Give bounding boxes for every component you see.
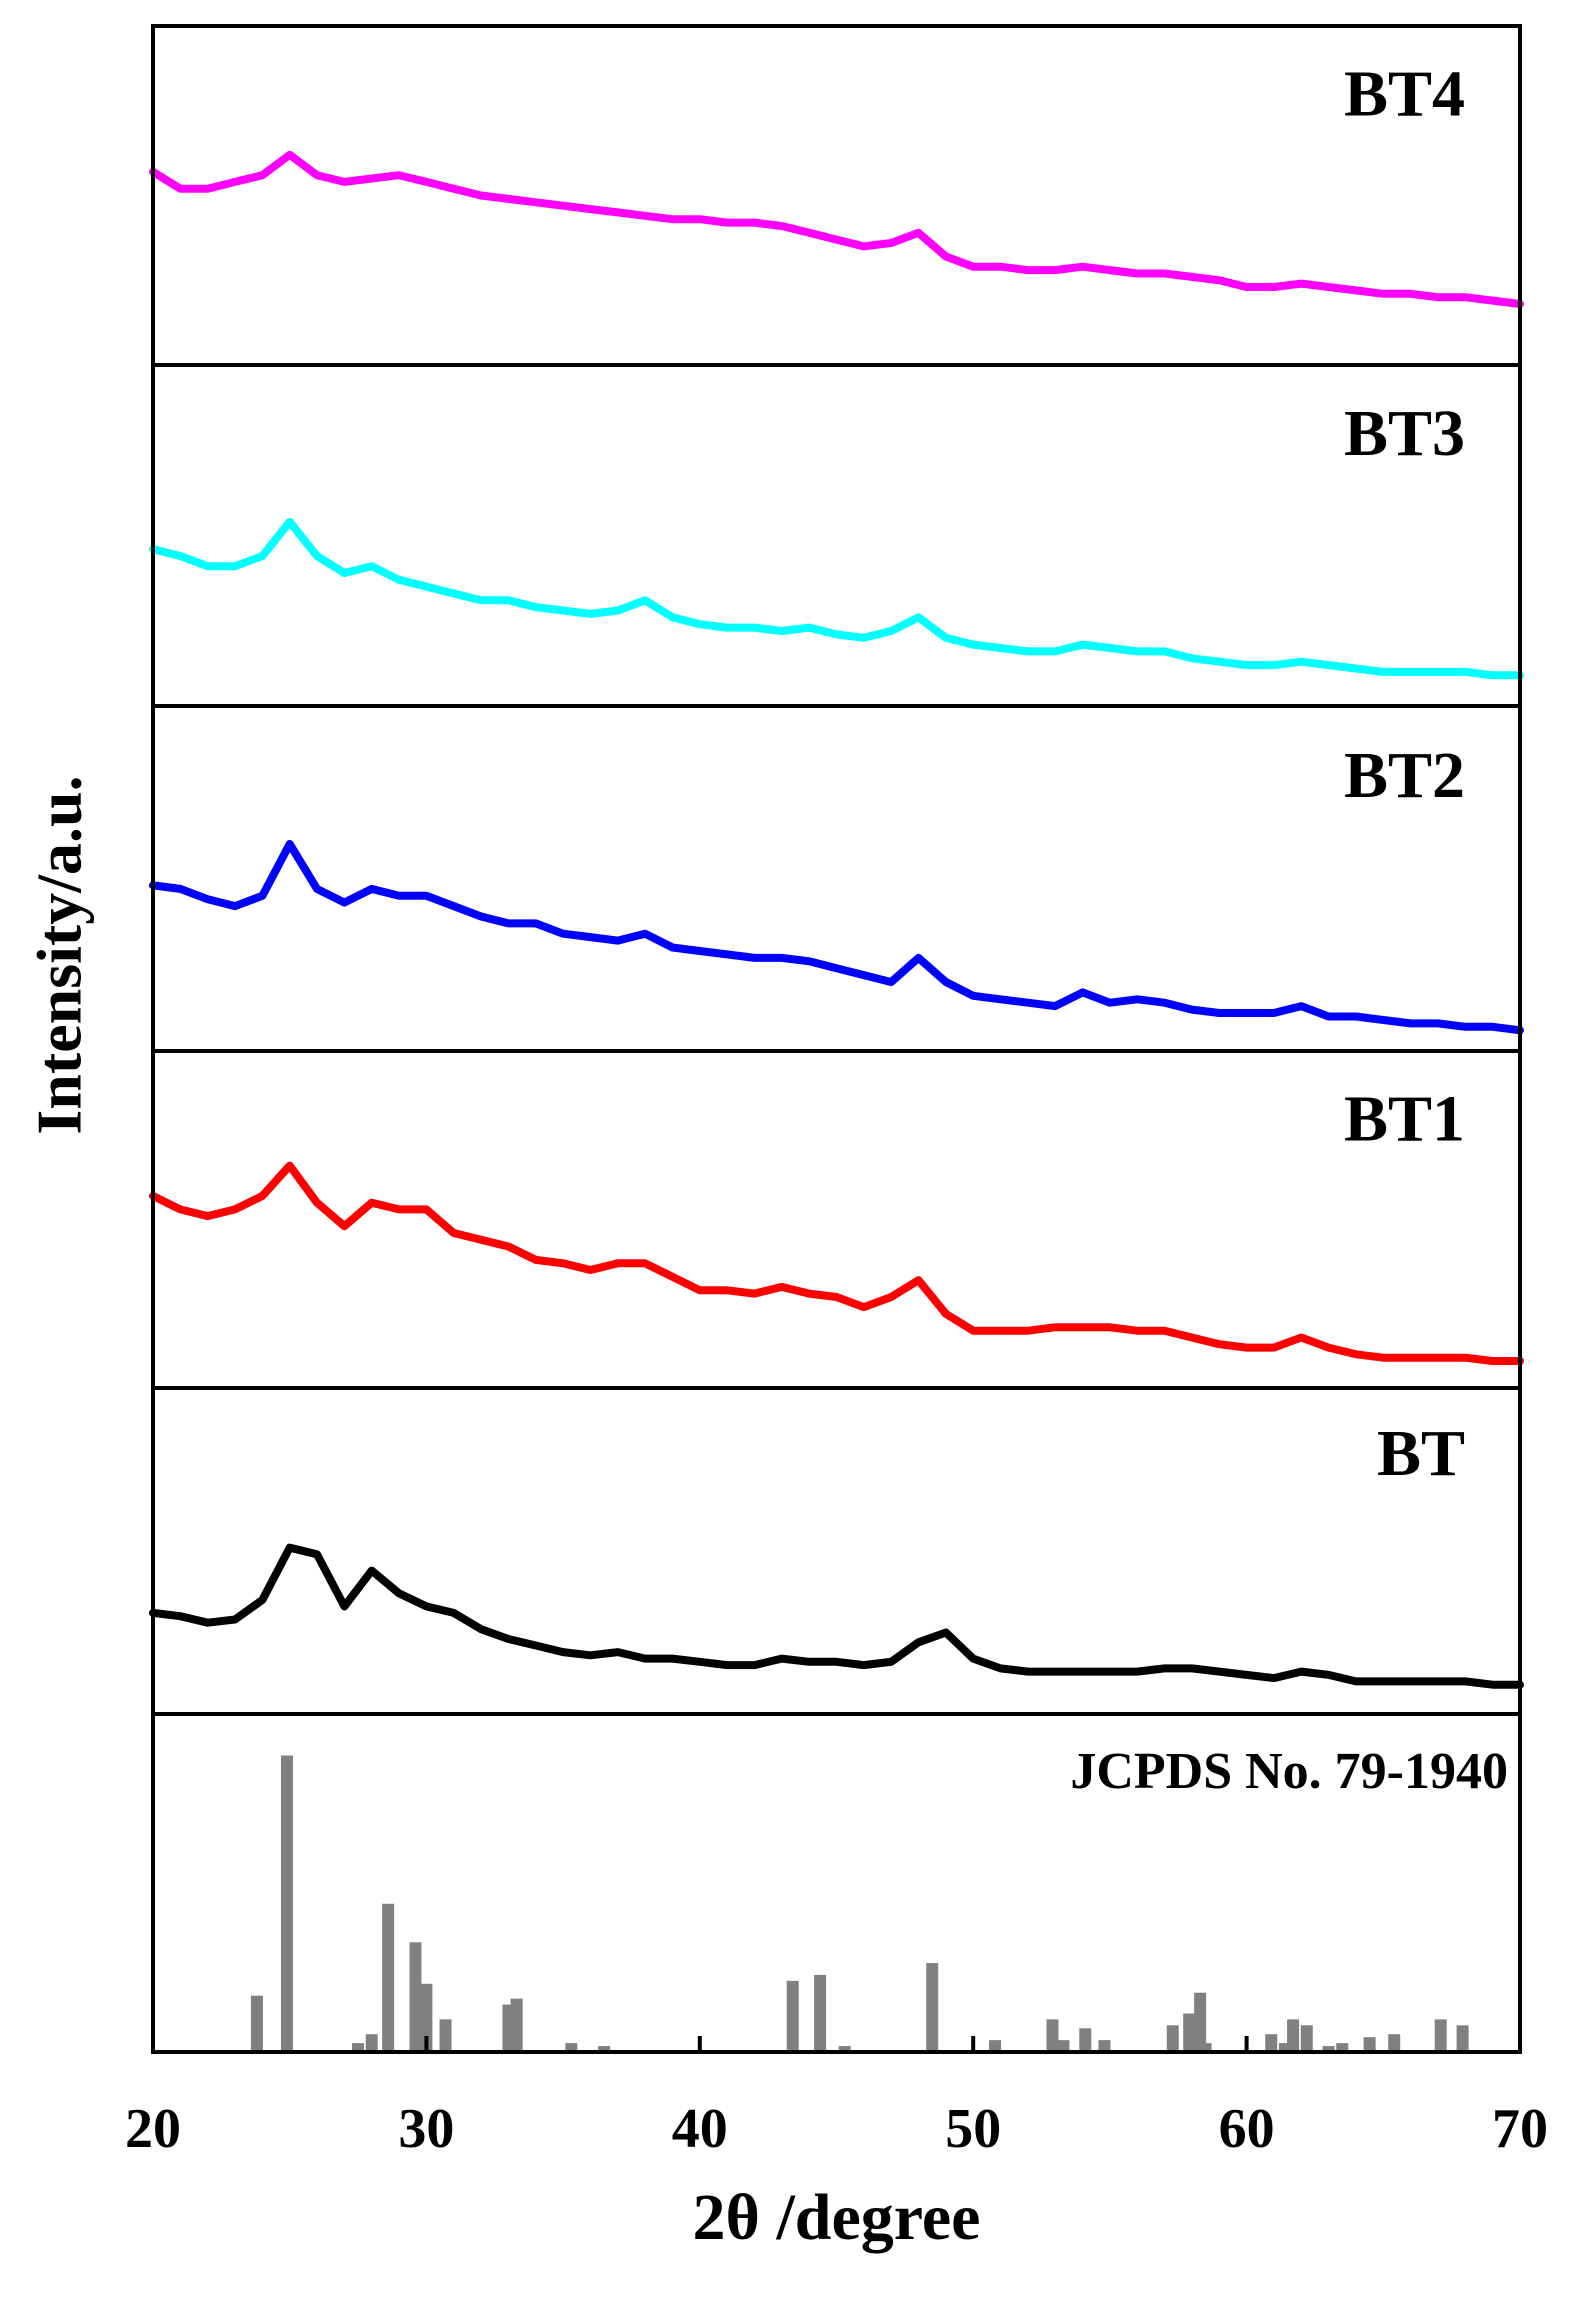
reference-peak	[598, 2046, 611, 2052]
reference-peak	[1166, 2025, 1179, 2052]
panel-label: BT3	[1344, 397, 1465, 470]
xrd-line	[149, 1543, 1524, 1689]
xrd-line	[149, 840, 1524, 1035]
reference-peak	[838, 2046, 851, 2052]
reference-peak	[1456, 2025, 1469, 2052]
annotation: JCPDS No. 79-1940	[1070, 1743, 1508, 1800]
reference-peak	[250, 1995, 263, 2052]
panel-label: BT2	[1344, 739, 1465, 812]
x-tick-label: 70	[1492, 2098, 1548, 2160]
xrd-line	[149, 1161, 1524, 1365]
reference-peak	[989, 2040, 1002, 2052]
reference-peak	[1183, 2013, 1196, 2052]
reference-peak	[1057, 2040, 1070, 2052]
reference-peak	[280, 1755, 293, 2052]
panel-frame	[151, 363, 1522, 708]
reference-peak	[1199, 2043, 1212, 2052]
panel-frame	[151, 704, 1522, 1053]
reference-peak	[1322, 2046, 1335, 2052]
panel-frame	[151, 24, 1522, 367]
reference-peak	[1287, 2019, 1300, 2052]
reference-peak	[1079, 2028, 1092, 2052]
reference-peak	[565, 2043, 578, 2052]
panel-label: BT1	[1344, 1082, 1465, 1155]
x-tick-label: 60	[1219, 2098, 1275, 2160]
reference-peak	[1046, 2019, 1059, 2052]
reference-peak	[1098, 2040, 1111, 2052]
panel-frame	[151, 1712, 1522, 2054]
reference-peak	[420, 1983, 433, 2052]
reference-peak	[1363, 2037, 1376, 2052]
reference-peak	[1388, 2034, 1401, 2052]
x-tick-label: 30	[398, 2098, 454, 2160]
reference-peak	[1336, 2043, 1349, 2052]
xrd-line	[149, 150, 1524, 308]
x-tick-label: 50	[945, 2098, 1001, 2160]
reference-peak	[382, 1903, 395, 2052]
reference-peak	[510, 1998, 523, 2052]
x-tick-label: 40	[672, 2098, 728, 2160]
y-axis-label: Intensity/a.u.	[24, 775, 95, 1134]
reference-peak	[1300, 2025, 1313, 2052]
reference-peak	[352, 2043, 365, 2052]
x-tick-label: 20	[125, 2098, 181, 2160]
reference-peak	[786, 1980, 799, 2052]
reference-peak	[814, 1974, 827, 2052]
reference-peak	[1278, 2043, 1291, 2052]
reference-peak	[1265, 2034, 1278, 2052]
reference-peak	[926, 1963, 939, 2052]
reference-peak	[365, 2034, 378, 2052]
reference-peak	[439, 2019, 452, 2052]
xrd-line	[149, 517, 1524, 680]
reference-peak	[1194, 1992, 1207, 2052]
panel-label: BT4	[1344, 58, 1465, 131]
x-axis-label: 2θ /degree	[693, 2181, 981, 2254]
panel-label: BT	[1377, 1417, 1465, 1490]
reference-peak	[409, 1942, 422, 2052]
reference-peak	[1434, 2019, 1447, 2052]
